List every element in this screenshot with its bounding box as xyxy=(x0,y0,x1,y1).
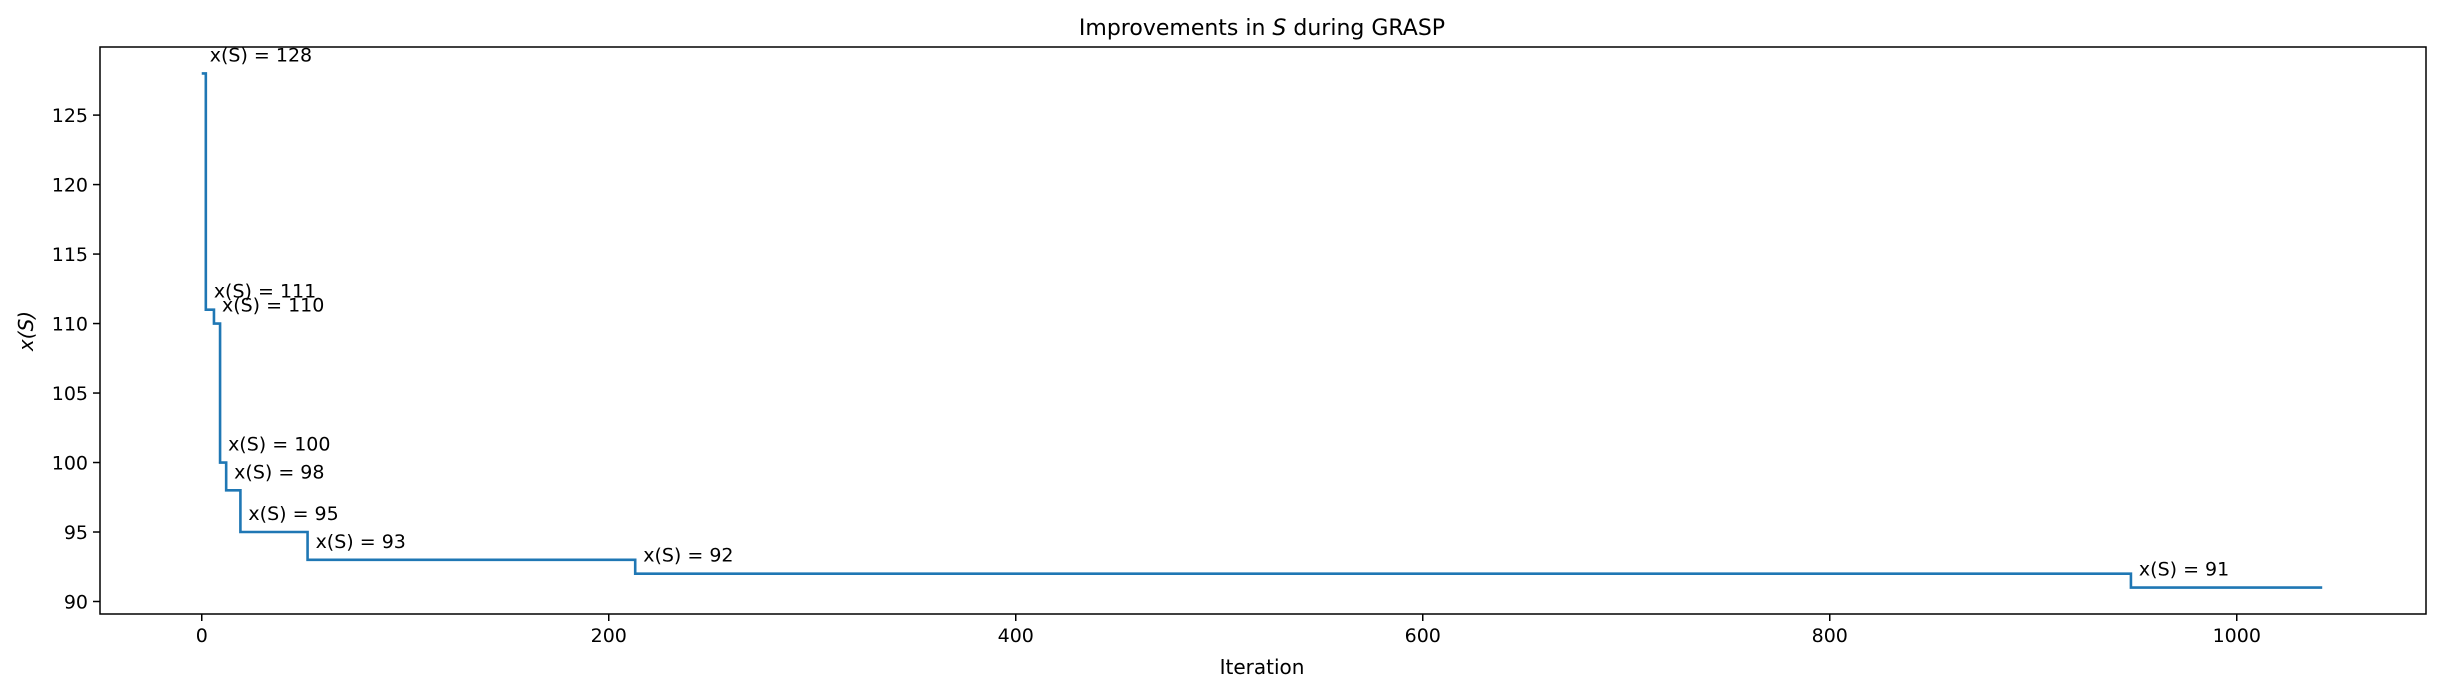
plot-area xyxy=(201,72,2323,589)
chart-title-symbol: S xyxy=(1272,16,1286,41)
y-tick-label: 115 xyxy=(52,244,88,266)
y-tick-label: 120 xyxy=(52,175,88,197)
x-tick-label: 1000 xyxy=(2213,625,2261,647)
y-tick-label: 105 xyxy=(52,383,88,405)
point-annotation: x(S) = 100 xyxy=(228,434,330,456)
chart-title-prefix: Improvements in xyxy=(1079,16,1273,41)
y-tick-label: 110 xyxy=(52,314,88,336)
point-annotation: x(S) = 93 xyxy=(316,531,406,553)
x-tick-label: 200 xyxy=(591,625,627,647)
x-tick-label: 600 xyxy=(1405,625,1441,647)
point-annotation: x(S) = 95 xyxy=(248,503,338,525)
chart-title: Improvements in S during GRASP xyxy=(1079,16,1445,41)
chart-title-suffix: during GRASP xyxy=(1286,16,1445,41)
point-annotation: x(S) = 98 xyxy=(234,461,324,483)
point-annotation: x(S) = 110 xyxy=(222,295,324,317)
y-tick-label: 100 xyxy=(52,453,88,475)
x-axis-label: Iteration xyxy=(1220,655,1305,679)
series-line xyxy=(201,72,2323,589)
axes-frame xyxy=(99,46,2427,615)
point-annotation: x(S) = 92 xyxy=(643,545,733,567)
point-annotation: x(S) = 91 xyxy=(2139,559,2229,581)
y-axis-label: x(S) xyxy=(14,311,38,352)
point-annotation: x(S) = 111 xyxy=(214,281,316,303)
y-tick-label: 90 xyxy=(64,591,88,613)
y-tick-label: 95 xyxy=(64,522,88,544)
x-tick-label: 800 xyxy=(1812,625,1848,647)
x-tick-label: 400 xyxy=(998,625,1034,647)
x-tick-label: 0 xyxy=(196,625,208,647)
point-annotation: x(S) = 128 xyxy=(210,44,312,66)
y-tick-label: 125 xyxy=(52,105,88,127)
